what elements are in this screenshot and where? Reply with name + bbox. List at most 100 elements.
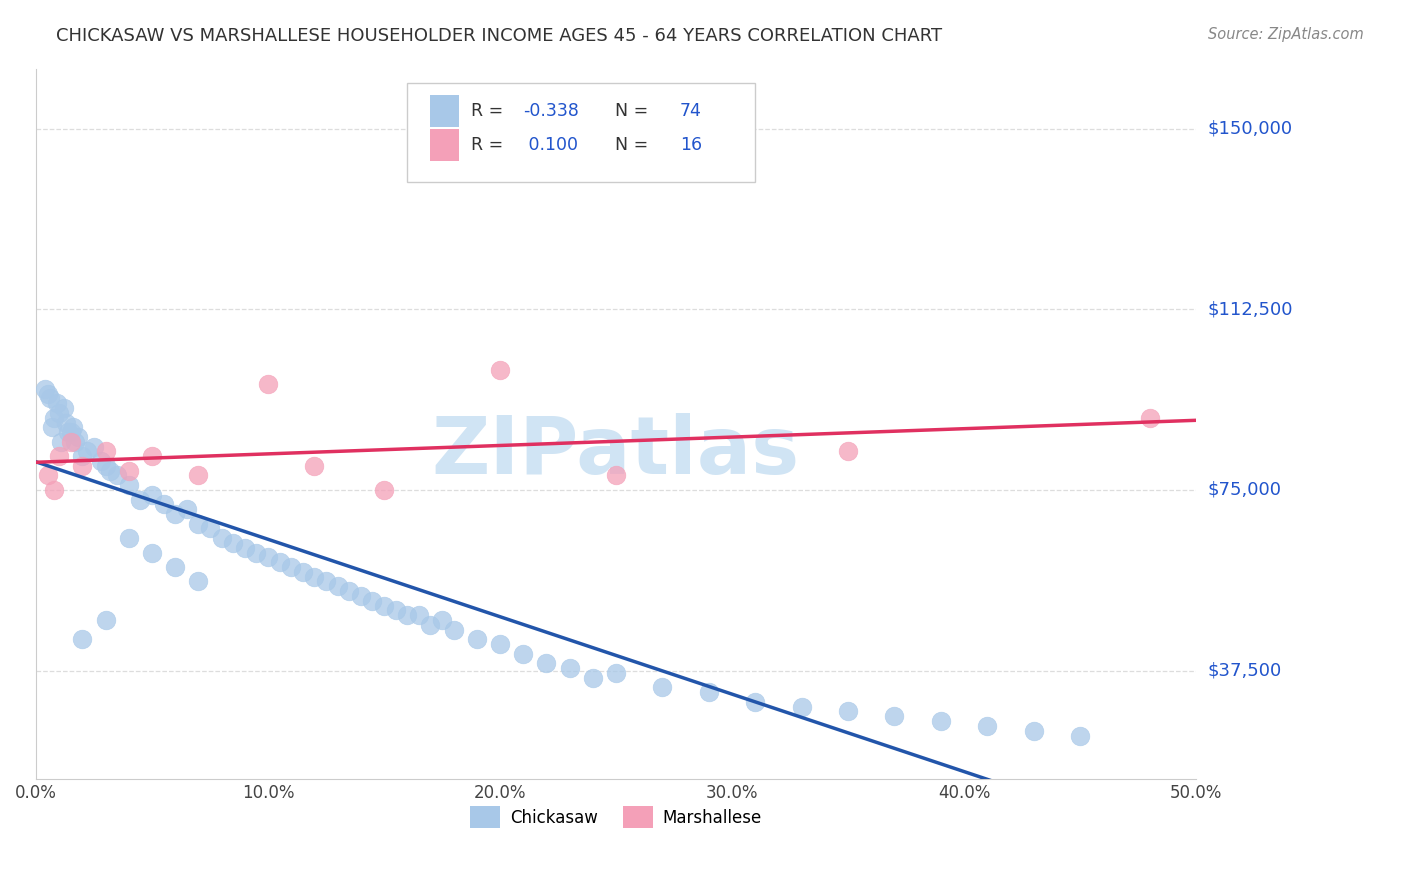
Point bbox=[337, 584, 360, 599]
Point bbox=[211, 531, 233, 545]
Point bbox=[430, 613, 453, 627]
Text: $75,000: $75,000 bbox=[1208, 481, 1281, 499]
Point bbox=[326, 579, 349, 593]
Point bbox=[269, 555, 291, 569]
Point bbox=[384, 603, 406, 617]
Point bbox=[59, 434, 82, 449]
Point bbox=[48, 449, 70, 463]
Point bbox=[187, 468, 209, 483]
Point bbox=[198, 521, 221, 535]
Point bbox=[883, 709, 905, 723]
FancyBboxPatch shape bbox=[408, 83, 755, 182]
Point bbox=[129, 492, 152, 507]
Point bbox=[44, 483, 66, 497]
Point bbox=[315, 574, 337, 589]
Text: R =: R = bbox=[471, 136, 509, 154]
Point bbox=[37, 468, 59, 483]
Point bbox=[280, 560, 302, 574]
FancyBboxPatch shape bbox=[430, 129, 460, 161]
Point bbox=[929, 714, 952, 728]
Point bbox=[790, 699, 813, 714]
Text: N =: N = bbox=[605, 103, 654, 120]
Point bbox=[489, 362, 512, 376]
Text: N =: N = bbox=[605, 136, 654, 154]
Point bbox=[37, 386, 59, 401]
Point bbox=[66, 430, 89, 444]
Point bbox=[94, 458, 117, 473]
Point bbox=[94, 613, 117, 627]
Point bbox=[304, 458, 326, 473]
Point bbox=[536, 657, 558, 671]
Point bbox=[651, 681, 673, 695]
Point bbox=[65, 434, 87, 449]
Point bbox=[605, 665, 627, 680]
Text: ZIPatlas: ZIPatlas bbox=[432, 413, 800, 491]
Point bbox=[976, 719, 998, 733]
Point bbox=[48, 406, 70, 420]
Point bbox=[465, 632, 488, 647]
Point bbox=[257, 376, 280, 391]
Point bbox=[176, 502, 198, 516]
Text: $112,500: $112,500 bbox=[1208, 301, 1292, 318]
Point bbox=[187, 574, 209, 589]
Point bbox=[304, 569, 326, 583]
Point bbox=[141, 449, 163, 463]
Point bbox=[1069, 729, 1091, 743]
Point bbox=[443, 623, 465, 637]
Point bbox=[396, 608, 419, 623]
Point bbox=[38, 392, 60, 406]
Point bbox=[98, 464, 121, 478]
Point bbox=[118, 464, 141, 478]
Point bbox=[152, 497, 174, 511]
Point bbox=[350, 589, 373, 603]
Point bbox=[1139, 410, 1161, 425]
Point bbox=[72, 449, 94, 463]
Point bbox=[245, 545, 267, 559]
Point bbox=[141, 488, 163, 502]
Point bbox=[72, 632, 94, 647]
Point bbox=[41, 420, 63, 434]
FancyBboxPatch shape bbox=[430, 95, 460, 127]
Point bbox=[52, 401, 75, 415]
Point bbox=[744, 695, 766, 709]
Point bbox=[141, 545, 163, 559]
Point bbox=[59, 425, 82, 439]
Point bbox=[419, 617, 441, 632]
Point bbox=[187, 516, 209, 531]
Point bbox=[165, 507, 187, 521]
Text: 74: 74 bbox=[679, 103, 702, 120]
Point bbox=[165, 560, 187, 574]
Point bbox=[489, 637, 512, 651]
Text: -0.338: -0.338 bbox=[523, 103, 579, 120]
Text: 16: 16 bbox=[679, 136, 702, 154]
Point bbox=[257, 550, 280, 565]
Text: 0.100: 0.100 bbox=[523, 136, 578, 154]
Text: $37,500: $37,500 bbox=[1208, 662, 1281, 680]
Point bbox=[582, 671, 605, 685]
Legend: Chickasaw, Marshallese: Chickasaw, Marshallese bbox=[463, 800, 769, 835]
Point bbox=[94, 444, 117, 458]
Point bbox=[697, 685, 720, 699]
Point bbox=[118, 531, 141, 545]
Point bbox=[361, 593, 384, 607]
Text: Source: ZipAtlas.com: Source: ZipAtlas.com bbox=[1208, 27, 1364, 42]
Point bbox=[51, 434, 73, 449]
Point bbox=[291, 565, 314, 579]
Point bbox=[45, 396, 67, 410]
Point bbox=[408, 608, 430, 623]
Point bbox=[558, 661, 581, 675]
Text: R =: R = bbox=[471, 103, 509, 120]
Point bbox=[76, 444, 98, 458]
Point bbox=[605, 468, 627, 483]
Point bbox=[34, 382, 56, 396]
Point bbox=[373, 483, 395, 497]
Point bbox=[72, 458, 94, 473]
Point bbox=[233, 541, 256, 555]
Point bbox=[118, 478, 141, 492]
Point bbox=[44, 410, 66, 425]
Point bbox=[55, 416, 77, 430]
Point bbox=[58, 425, 80, 439]
Point bbox=[222, 536, 245, 550]
Point bbox=[837, 444, 859, 458]
Point bbox=[90, 454, 112, 468]
